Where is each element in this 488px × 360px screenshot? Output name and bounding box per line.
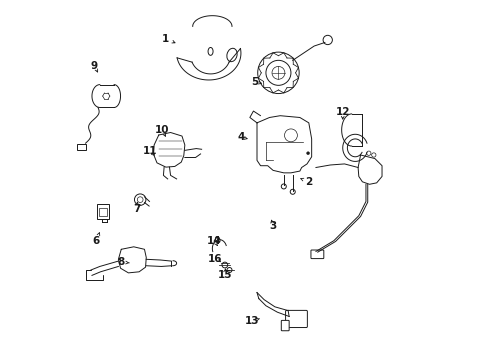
FancyBboxPatch shape [285,310,307,328]
FancyBboxPatch shape [99,208,106,216]
Text: 16: 16 [207,253,222,264]
Text: 12: 12 [335,107,349,117]
Text: 1: 1 [162,34,169,44]
FancyBboxPatch shape [77,144,86,150]
Text: 14: 14 [206,236,221,246]
Text: 2: 2 [305,177,312,187]
Text: 9: 9 [91,61,98,71]
Text: 8: 8 [118,257,124,267]
FancyBboxPatch shape [97,204,108,219]
Circle shape [306,152,309,155]
Text: 5: 5 [251,77,258,87]
Text: 15: 15 [217,270,232,280]
Text: 13: 13 [244,316,258,326]
Text: 11: 11 [142,147,157,157]
Text: 6: 6 [92,236,100,246]
Text: 10: 10 [155,125,169,135]
FancyBboxPatch shape [310,250,323,258]
Text: 3: 3 [269,221,276,231]
FancyBboxPatch shape [281,320,288,331]
Text: 4: 4 [237,132,244,142]
Text: 7: 7 [133,203,141,213]
